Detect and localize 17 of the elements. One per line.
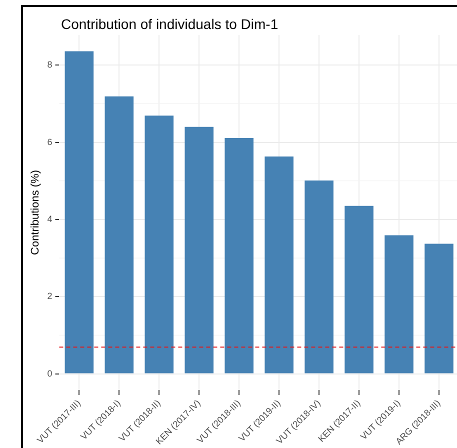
bar bbox=[184, 126, 214, 374]
y-tick-label: 8 bbox=[47, 60, 52, 70]
bar bbox=[144, 116, 174, 374]
chart-title: Contribution of individuals to Dim-1 bbox=[61, 16, 278, 32]
y-axis-title: Contributions (%) bbox=[30, 170, 42, 255]
bar bbox=[384, 235, 414, 374]
bar bbox=[264, 156, 294, 374]
y-tick-label: 4 bbox=[47, 214, 52, 224]
bar bbox=[104, 96, 134, 374]
y-tick-label: 0 bbox=[47, 368, 52, 378]
y-tick-label: 6 bbox=[47, 136, 52, 147]
y-tick-label: 2 bbox=[47, 291, 52, 302]
bar bbox=[64, 51, 94, 374]
bar bbox=[424, 244, 454, 374]
bar bbox=[344, 206, 374, 374]
bar bbox=[304, 180, 334, 374]
bar bbox=[224, 138, 254, 374]
